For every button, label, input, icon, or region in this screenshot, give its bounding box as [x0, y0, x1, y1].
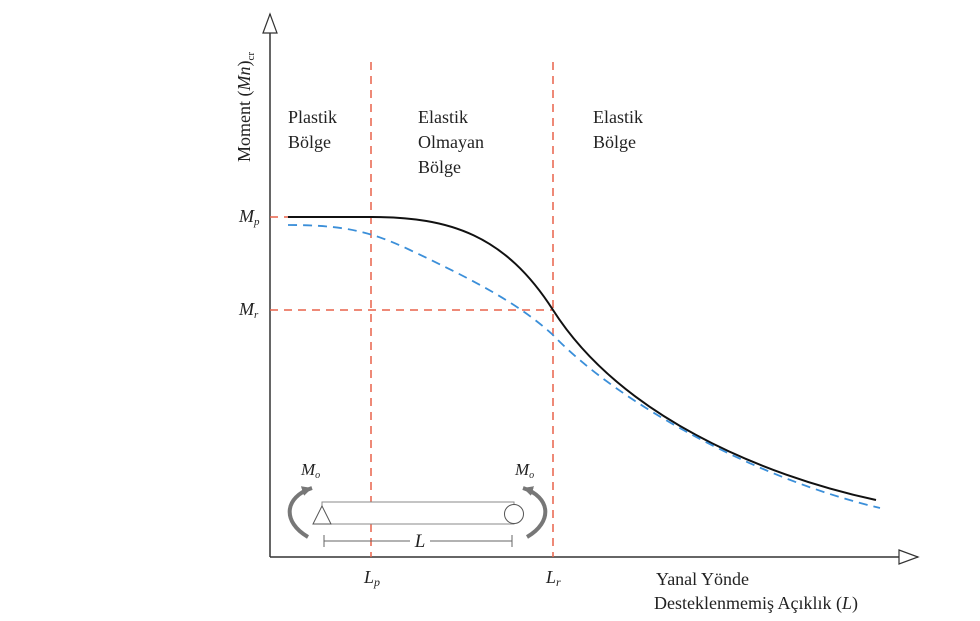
x-marker-lp: Lp [363, 567, 380, 589]
span-label-bg [410, 530, 430, 552]
roller-support-icon [504, 504, 524, 524]
pin-support-icon [312, 504, 332, 525]
left-moment-arrow-icon [287, 486, 313, 539]
span-label: L [414, 531, 426, 552]
x-marker-lr: Lr [545, 567, 561, 589]
beam-inset: Mo Mo L [287, 460, 548, 552]
right-moment-label: Mo [514, 460, 534, 481]
nominal-moment-curve [288, 216, 877, 501]
beam [321, 501, 515, 525]
y-marker-mr: Mr [238, 299, 259, 321]
region-plastic-label: Plastik Bölge [288, 107, 342, 152]
x-axis-label-line2: Desteklenmemiş Açıklık (L) [654, 593, 858, 614]
y-axis-label: Moment (Mn)cr [234, 52, 257, 162]
y-marker-mp: Mp [238, 206, 260, 228]
left-moment-label: Mo [300, 460, 320, 481]
x-axis-label-line1: Yanal Yönde [656, 569, 749, 589]
critical-moment-dashed-curve [287, 224, 881, 509]
region-inelastic-label: Elastik Olmayan Bölge [418, 107, 488, 177]
region-elastic-label: Elastik Bölge [593, 107, 648, 152]
right-moment-arrow-icon [522, 486, 548, 539]
